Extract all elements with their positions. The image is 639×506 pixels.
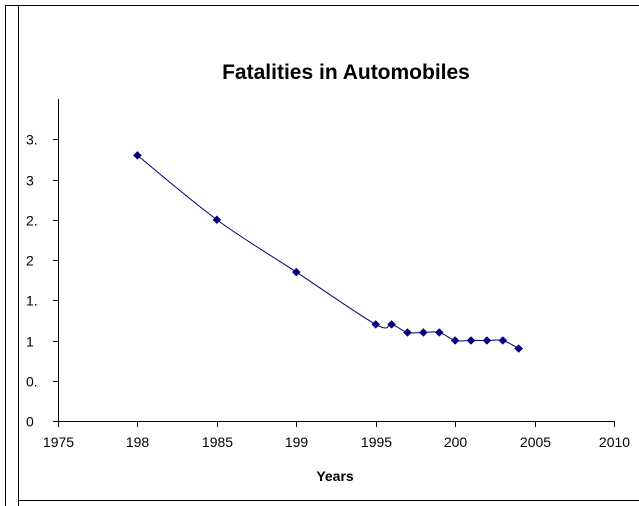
x-tick-label: 200	[444, 434, 468, 450]
x-axis-title: Years	[316, 468, 354, 484]
series-line	[137, 154, 519, 349]
y-tick-label: 2.	[26, 213, 38, 229]
chart-title: Fatalities in Automobiles	[222, 61, 470, 84]
y-tick-label: 0	[26, 414, 34, 430]
x-tick-label: 1975	[43, 434, 74, 450]
x-tick-label: 1995	[361, 434, 392, 450]
x-tick-label: 2010	[599, 434, 630, 450]
y-tick-label: 2	[26, 253, 34, 269]
data-point	[450, 336, 460, 345]
data-point	[133, 150, 142, 160]
data-point	[466, 336, 476, 345]
axes: 0 0. 1 1. 2 2. 3 3. 1975 198 1985 199 1995 200 2005 201…	[26, 99, 630, 450]
data-point	[498, 336, 508, 345]
data-marks	[133, 150, 524, 353]
data-point	[212, 215, 222, 225]
data-point	[514, 344, 524, 353]
y-tick-label: 1.	[26, 293, 38, 309]
data-point	[434, 328, 444, 337]
data-point	[419, 328, 428, 337]
x-tick-label: 199	[285, 434, 309, 450]
y-tick-label: 3.	[26, 132, 38, 148]
x-tick-label: 198	[126, 434, 150, 450]
data-point	[371, 320, 381, 329]
x-tick-label: 2005	[520, 434, 551, 450]
data-point	[482, 336, 492, 345]
data-point	[291, 267, 301, 277]
y-tick-label: 3	[26, 173, 34, 189]
data-point	[403, 328, 412, 337]
y-tick-label: 1	[26, 334, 34, 350]
data-point	[387, 320, 396, 329]
x-tick-label: 1985	[202, 434, 233, 450]
y-tick-label: 0.	[26, 374, 38, 390]
